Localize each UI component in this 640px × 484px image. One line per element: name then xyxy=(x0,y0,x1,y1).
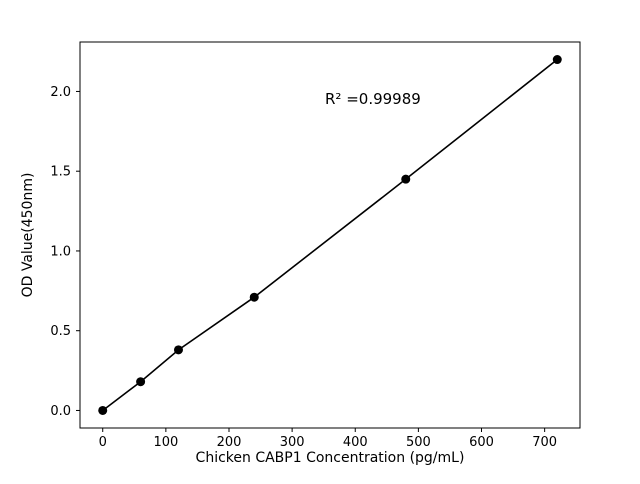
y-axis-label: OD Value(450nm) xyxy=(20,173,36,298)
x-tick-label: 500 xyxy=(406,435,431,450)
y-tick-label: 0.5 xyxy=(50,324,71,339)
standard-curve-line xyxy=(102,58,558,412)
data-point xyxy=(136,377,146,387)
x-tick-label: 0 xyxy=(99,435,107,450)
x-tick-label: 200 xyxy=(217,435,242,450)
x-tick-label: 400 xyxy=(343,435,368,450)
data-point xyxy=(552,55,562,65)
y-tick-label: 0.0 xyxy=(50,404,71,419)
y-tick-label: 1.5 xyxy=(50,165,71,180)
r-squared-annotation: R² =0.99989 xyxy=(325,90,421,108)
y-tick-label: 1.0 xyxy=(50,244,71,259)
x-tick-label: 700 xyxy=(532,435,557,450)
data-point xyxy=(249,292,259,302)
x-tick-label: 300 xyxy=(280,435,305,450)
y-tick-label: 2.0 xyxy=(50,85,71,100)
plot-box xyxy=(79,41,581,429)
data-point xyxy=(173,345,183,355)
data-point xyxy=(98,405,108,415)
x-axis-label: Chicken CABP1 Concentration (pg/mL) xyxy=(196,450,465,466)
x-tick-label: 600 xyxy=(469,435,494,450)
x-tick-label: 100 xyxy=(153,435,178,450)
data-point xyxy=(401,174,411,184)
